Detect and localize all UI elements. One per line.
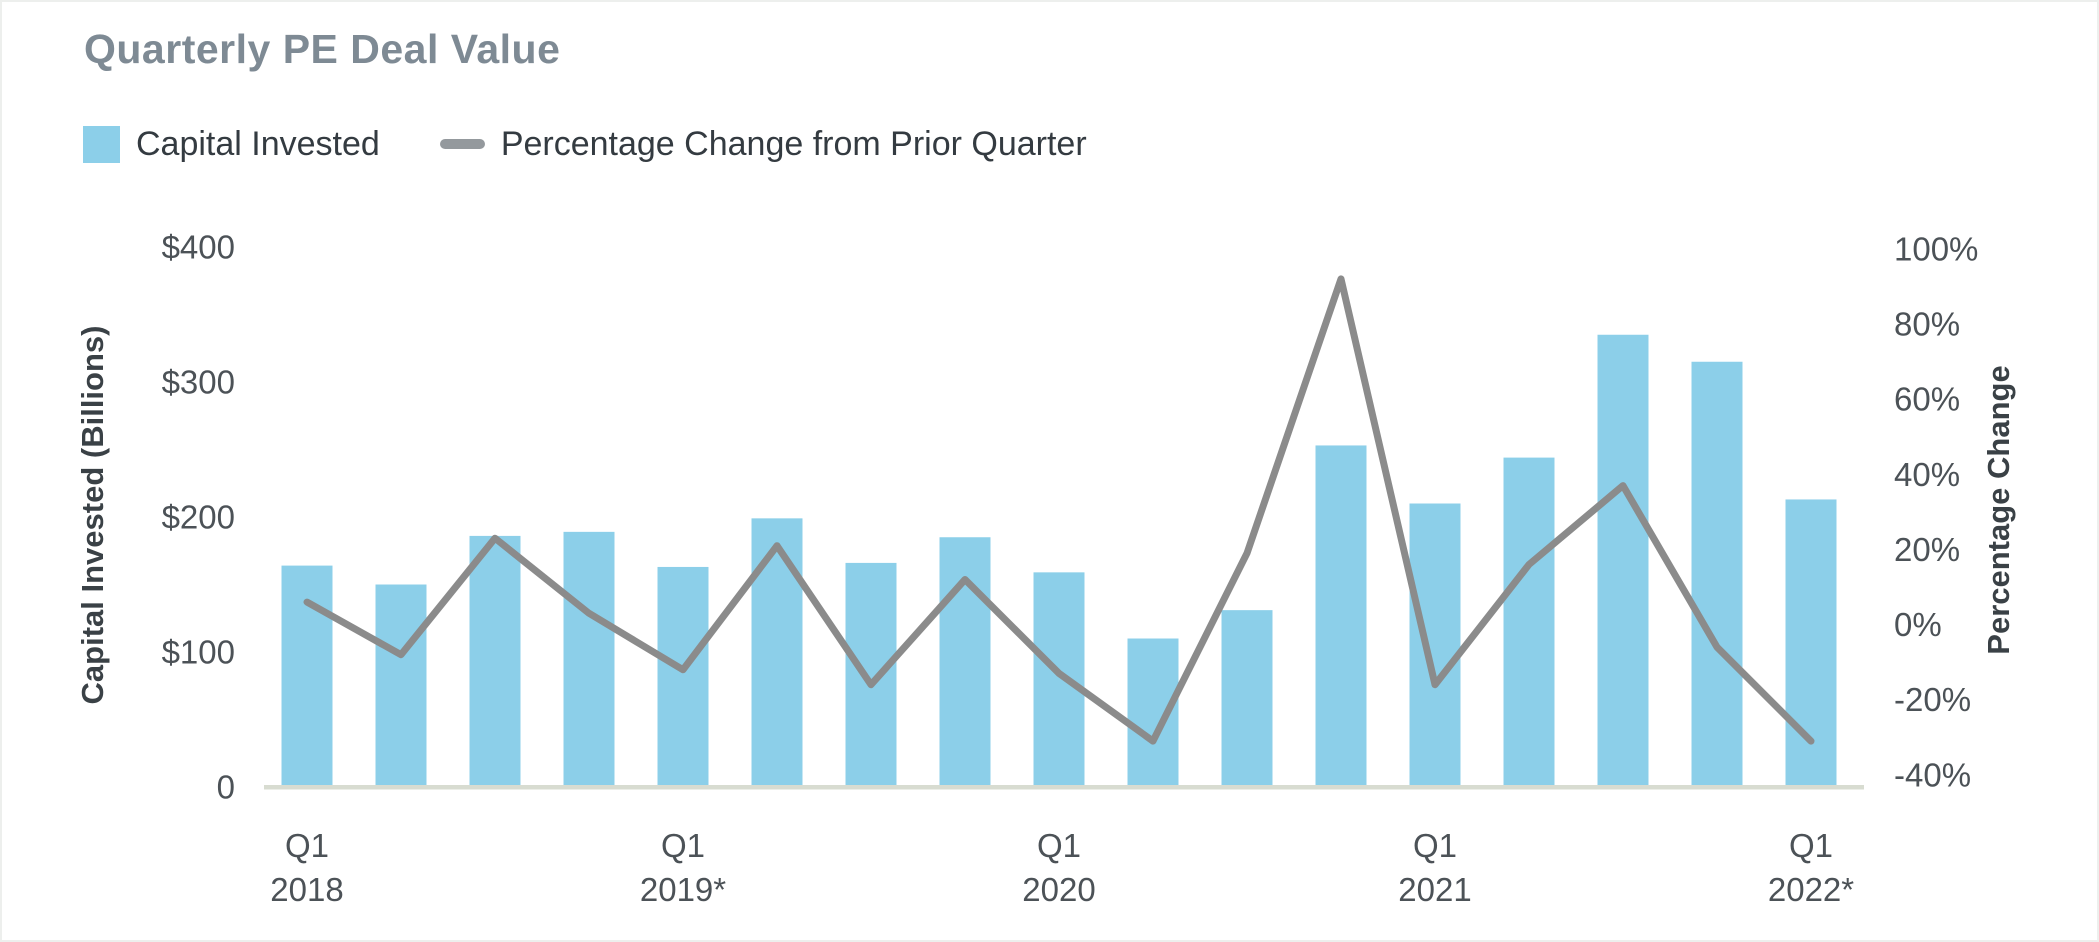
bar-capital-invested <box>375 584 427 787</box>
legend-label-capital-invested: Capital Invested <box>136 124 380 163</box>
right-axis-tick-label: 60% <box>1894 381 1960 418</box>
bar-capital-invested <box>1691 361 1743 787</box>
bar-capital-invested <box>1503 457 1555 787</box>
right-axis-tick-label: 40% <box>1894 456 1960 493</box>
x-axis-tick-quarter: Q1 <box>1413 827 1457 864</box>
bar-capital-invested <box>563 531 615 787</box>
right-axis-tick-label: 80% <box>1894 306 1960 343</box>
bar-capital-invested <box>939 537 991 787</box>
chart-legend: Capital Invested Percentage Change from … <box>83 122 1087 166</box>
line-series-swatch-icon <box>439 139 485 149</box>
x-axis-tick-quarter: Q1 <box>285 827 329 864</box>
bar-capital-invested <box>1315 445 1367 787</box>
left-axis-title: Capital Invested (Billions) <box>75 326 110 705</box>
left-axis-ticks: $400 $300 $200 $100 0 <box>162 229 235 806</box>
left-axis-tick-label: $400 <box>162 229 235 266</box>
bar-series-swatch-icon <box>83 125 120 163</box>
right-axis-tick-label: 100% <box>1894 230 1978 267</box>
chart-title: Quarterly PE Deal Value <box>84 26 561 72</box>
x-axis-ticks: Q1 2018 Q1 2019* Q1 2020 Q1 2021 Q1 2022* <box>270 827 1854 908</box>
x-axis-tick-quarter: Q1 <box>1789 827 1833 864</box>
right-axis-tick-label: 0% <box>1894 606 1942 643</box>
bar-capital-invested <box>1597 334 1649 787</box>
x-axis-tick-year: 2018 <box>270 871 343 908</box>
legend-item-capital-invested: Capital Invested <box>83 125 380 164</box>
bar-capital-invested <box>1221 610 1273 787</box>
right-axis-tick-label: 20% <box>1894 531 1960 568</box>
x-axis-tick-year: 2019* <box>640 871 726 908</box>
x-axis-tick-year: 2022* <box>1768 871 1854 908</box>
right-axis-title: Percentage Change <box>1981 365 2016 654</box>
left-axis-tick-label: $300 <box>162 364 235 401</box>
left-axis-tick-label: $100 <box>162 634 235 671</box>
bar-capital-invested <box>1033 572 1085 787</box>
bar-capital-invested <box>845 562 897 787</box>
x-axis-tick-quarter: Q1 <box>661 827 705 864</box>
left-axis-tick-label: $200 <box>162 499 235 536</box>
right-axis-tick-label: -20% <box>1894 681 1971 718</box>
bars-group <box>281 334 1837 787</box>
bar-capital-invested <box>657 566 709 787</box>
percentage-change-line <box>303 275 1815 745</box>
x-axis-tick-year: 2020 <box>1022 871 1095 908</box>
legend-item-percentage-change: Percentage Change from Prior Quarter <box>439 124 1087 164</box>
x-axis-baseline <box>264 785 1864 790</box>
right-axis-ticks: 100% 80% 60% 40% 20% 0% -20% -40% <box>1894 230 1978 793</box>
bar-capital-invested <box>1409 503 1461 787</box>
bar-capital-invested <box>751 518 803 787</box>
bar-capital-invested <box>469 535 521 787</box>
legend-label-percentage-change: Percentage Change from Prior Quarter <box>500 124 1087 163</box>
left-axis-tick-label: 0 <box>217 769 235 806</box>
right-axis-tick-label: -40% <box>1894 756 1971 793</box>
x-axis-tick-quarter: Q1 <box>1037 827 1081 864</box>
x-axis-tick-year: 2021 <box>1398 871 1471 908</box>
